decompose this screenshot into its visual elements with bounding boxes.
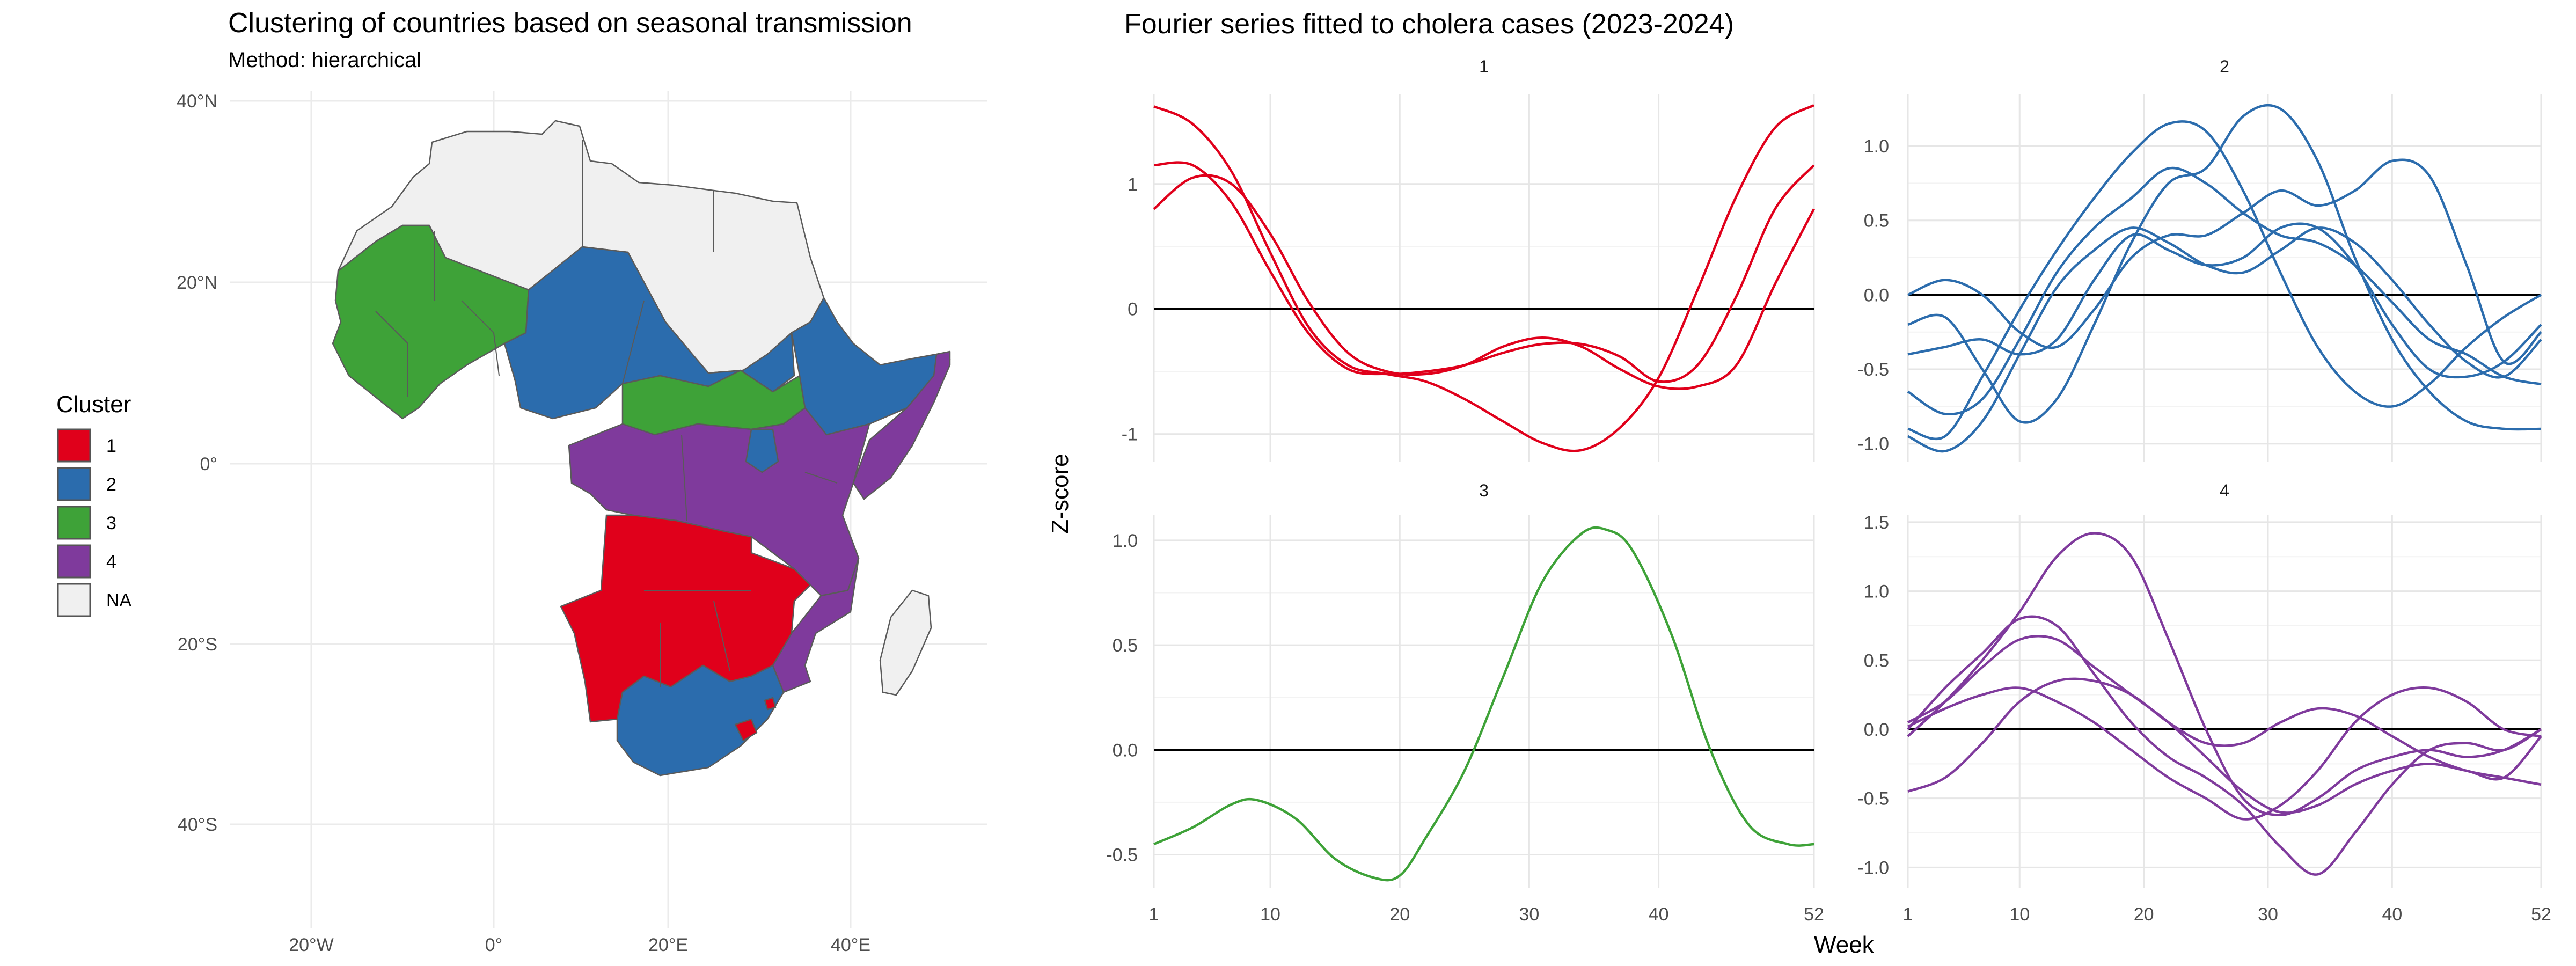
y-tick-label: 1.0: [1864, 582, 1889, 602]
y-tick-label: -0.5: [1106, 845, 1138, 866]
y-tick-label: 0: [1128, 299, 1138, 320]
series-line-4-5: [1907, 686, 2542, 821]
facet-strip-label: 2: [2220, 57, 2229, 76]
y-tick-label: 1: [1128, 174, 1138, 195]
legend-item: 4: [57, 544, 116, 579]
legend-item: NA: [57, 583, 132, 617]
y-tick-label: -0.5: [1857, 789, 1889, 809]
series-line-3-1: [1153, 526, 1814, 882]
legend-label: 1: [106, 436, 116, 456]
series-line-4-3: [1907, 635, 2542, 814]
lat-label: 40°N: [177, 91, 217, 112]
x-tick-label: 1: [1149, 904, 1159, 925]
y-tick-label: 0.5: [1113, 635, 1138, 656]
fourier-panel: Fourier series fitted to cholera cases (…: [1047, 9, 1875, 958]
series-line-2-4: [1907, 226, 2542, 453]
series-line-1-2: [1153, 161, 1815, 383]
country-cluster1-lesotho: [734, 718, 758, 742]
x-tick-label: 40: [2382, 904, 2402, 925]
facet-panel-3: 3 -0.5 0.0 0.5 1.0 1 10 20 30 40 52: [1106, 481, 1824, 925]
y-tick-label: 0.0: [1113, 740, 1138, 760]
legend-item: 2: [57, 467, 116, 501]
legend-label: 4: [106, 552, 116, 572]
series-line-1-3: [1153, 174, 1815, 390]
country-cluster2-southafrica: [616, 664, 785, 777]
legend-label: 2: [106, 474, 116, 495]
facet-strip-label: 3: [1479, 481, 1489, 500]
y-tick-label: 0.5: [1864, 211, 1889, 231]
legend-label: 3: [106, 513, 116, 533]
map-subtitle: Method: hierarchical: [228, 48, 421, 72]
series-line-2-2: [1907, 104, 2542, 431]
map-title: Clustering of countries based on seasona…: [228, 8, 912, 39]
country-cluster2-lakes: [745, 428, 779, 473]
y-tick-label: 1.5: [1864, 513, 1889, 533]
series-line-2-6: [1907, 222, 2542, 379]
cluster-legend: Cluster 1 2 3 4 NA: [56, 391, 132, 617]
country-cluster3-west: [332, 224, 530, 420]
lat-label: 20°S: [178, 634, 217, 655]
legend-title: Cluster: [56, 391, 131, 418]
x-tick-label: 20: [2134, 904, 2154, 925]
internal-borders: [375, 140, 838, 687]
series-line-2-3: [1907, 166, 2542, 415]
legend-item: 3: [57, 506, 116, 540]
series-line-2-1: [1907, 120, 2542, 441]
country-cluster4-somalia: [852, 350, 951, 500]
x-tick-label: 30: [1519, 904, 1539, 925]
lon-label: 20°W: [289, 935, 334, 955]
series-line-2-5: [1907, 158, 2542, 365]
facet-strip-label: 4: [2220, 481, 2229, 500]
y-tick-label: -1.0: [1857, 434, 1889, 455]
x-tick-label: 1: [1903, 904, 1913, 925]
x-tick-label: 10: [1260, 904, 1280, 925]
y-tick-label: -1: [1122, 425, 1138, 445]
x-tick-label: 52: [2531, 904, 2551, 925]
series-line-4-4: [1907, 677, 2542, 793]
facet-panel-2: 2 -1.0 -0.5 0.0 0.5 1.0: [1857, 57, 2542, 462]
map-lat-labels: 40°N 20°N 0° 20°S 40°S: [177, 91, 217, 835]
fourier-title: Fourier series fitted to cholera cases (…: [1124, 9, 1734, 40]
lon-label: 0°: [485, 935, 503, 955]
facet-panel-4: 4 -1.0 -0.5 0.0 0.5 1.0 1.5 1 10 20 30 40 52: [1857, 481, 2551, 925]
y-tick-label: 0.5: [1864, 650, 1889, 671]
lat-label: 0°: [200, 454, 217, 474]
y-tick-label: -1.0: [1857, 858, 1889, 878]
y-tick-label: -0.5: [1857, 360, 1889, 380]
facet-strip-label: 1: [1479, 57, 1489, 76]
lon-label: 40°E: [831, 935, 870, 955]
y-tick-label: 0.0: [1864, 285, 1889, 305]
x-tick-label: 10: [2009, 904, 2030, 925]
y-tick-label: 1.0: [1113, 531, 1138, 551]
y-axis-label: Z-score: [1047, 453, 1073, 533]
lat-label: 20°N: [177, 273, 217, 293]
x-tick-label: 40: [1649, 904, 1669, 925]
lat-label: 40°S: [178, 815, 217, 835]
lon-label: 20°E: [648, 935, 688, 955]
y-tick-label: 1.0: [1864, 136, 1889, 157]
legend-item: 1: [57, 428, 116, 463]
map-panel: Clustering of countries based on seasona…: [56, 8, 987, 955]
country-na-madagascar: [879, 589, 932, 696]
y-tick-label: 0.0: [1864, 720, 1889, 740]
x-tick-label: 30: [2258, 904, 2278, 925]
country-cluster1-eswatini: [764, 697, 777, 711]
series-line-4-1: [1907, 532, 2542, 816]
x-tick-label: 52: [1804, 904, 1824, 925]
x-axis-label: Week: [1814, 932, 1875, 958]
series-line-4-2: [1907, 615, 2542, 876]
legend-label: NA: [106, 590, 132, 611]
x-tick-label: 20: [1389, 904, 1410, 925]
africa-map: [332, 120, 951, 777]
series-line-1-1: [1153, 104, 1815, 452]
facet-panel-1: 1 -1 0 1: [1122, 57, 1815, 462]
map-lon-labels: 20°W 0° 20°E 40°E: [289, 935, 870, 955]
